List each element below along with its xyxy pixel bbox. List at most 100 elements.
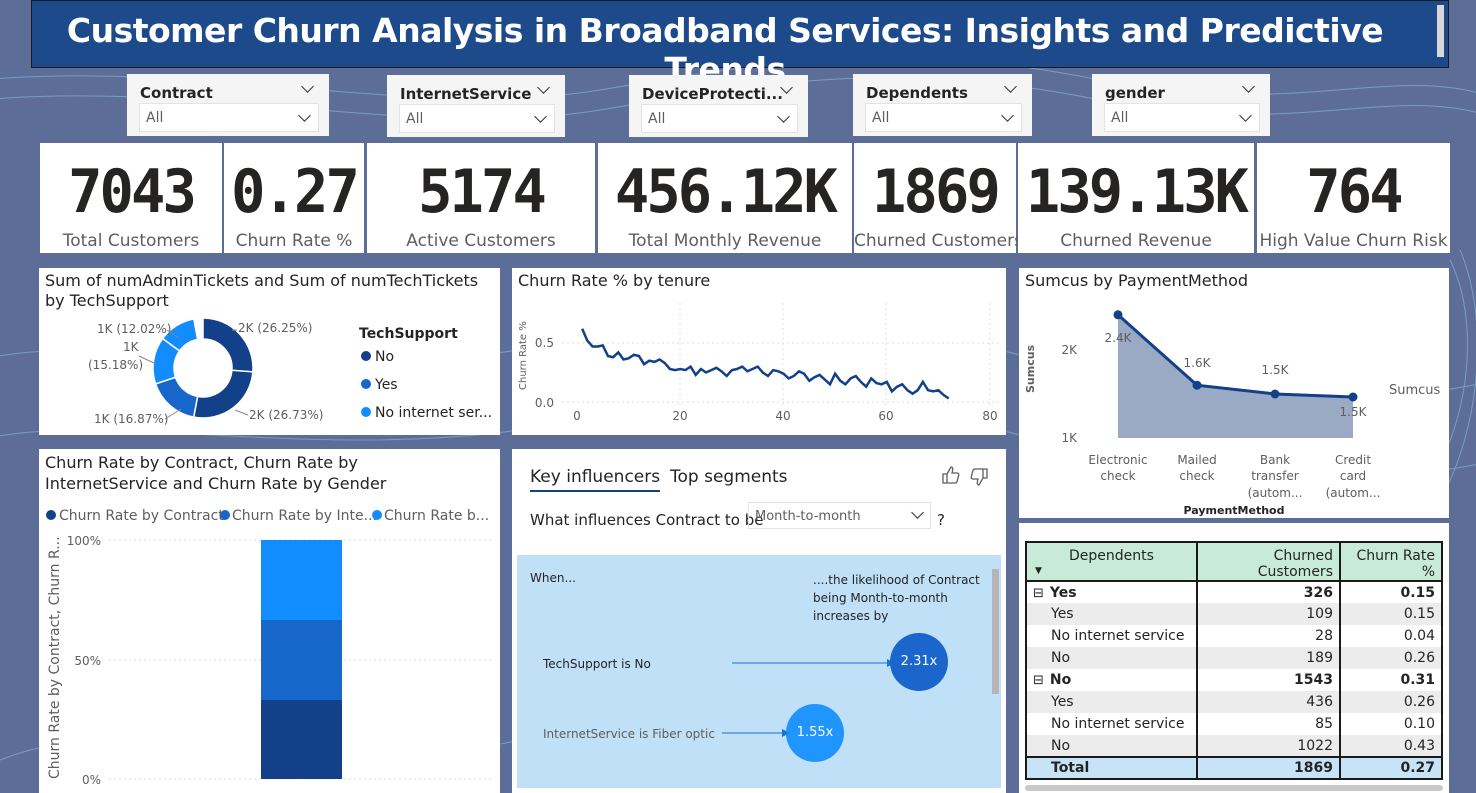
stacked-bar-segment[interactable] [261, 620, 342, 700]
slicer-deviceprotection[interactable]: DeviceProtecti... All [629, 75, 808, 137]
thumbs-up-icon[interactable] [940, 465, 962, 485]
matrix-row[interactable]: Yes 436 0.26 [1025, 691, 1443, 713]
churn-by-tenure-panel[interactable]: Churn Rate % by tenure Churn Rate % 0.5 … [512, 268, 1006, 435]
slicer-dropdown[interactable]: All [1104, 103, 1260, 132]
kpi-value: 0.27 [231, 157, 360, 227]
matrix-row[interactable]: No 189 0.26 [1025, 647, 1443, 669]
donut-legend-item[interactable]: No [375, 349, 394, 365]
influencer-bubble[interactable]: 1.55x [786, 704, 844, 762]
matrix-cell-rate: 0.15 [1340, 581, 1443, 603]
donut-slice[interactable] [161, 317, 199, 352]
payment-x-tick: Mailed [1177, 453, 1216, 467]
matrix-header-churned[interactable]: Churned Customers [1196, 541, 1341, 582]
donut-legend-item[interactable]: Yes [374, 377, 398, 393]
influencer-arrow [722, 729, 790, 737]
stacked-legend-item[interactable]: Churn Rate by Inte... [232, 508, 377, 524]
tab-key-influencers[interactable]: Key influencers [530, 467, 661, 492]
title-scrollbar[interactable] [1437, 5, 1444, 57]
donut-legend-item[interactable]: No internet ser... [375, 405, 492, 421]
dependents-matrix-panel[interactable]: Dependents ▼ Churned Customers Churn Rate… [1019, 523, 1449, 793]
matrix-group-row[interactable]: ⊟ No 1543 0.31 [1025, 669, 1443, 691]
collapse-icon[interactable]: ⊟ [1033, 585, 1044, 601]
stacked-bar-segment[interactable] [261, 540, 342, 620]
matrix-header-rate[interactable]: Churn Rate % [1339, 541, 1443, 582]
chevron-down-icon [777, 110, 790, 123]
kpi-label: Churned Customers [854, 231, 1023, 251]
donut-title-line2: by TechSupport [45, 291, 169, 310]
payment-x-tick: check [1179, 469, 1214, 483]
tab-top-segments[interactable]: Top segments [670, 467, 788, 487]
matrix-cell-rate: 0.26 [1340, 647, 1443, 669]
matrix-total-cell: 0.27 [1339, 756, 1443, 780]
matrix-row[interactable]: No 1022 0.43 [1025, 735, 1443, 757]
payment-x-tick: (autom... [1248, 486, 1303, 500]
matrix-row[interactable]: No internet service 28 0.04 [1025, 625, 1443, 647]
matrix-header-label: Dependents [1069, 548, 1154, 564]
matrix-table: Dependents ▼ Churned Customers Churn Rate… [1025, 541, 1443, 780]
influencer-scrollbar[interactable] [992, 569, 999, 694]
payment-y-tick: 1K [1061, 431, 1078, 445]
kpi-total-customers: 7043 Total Customers [40, 143, 222, 253]
churn-rate-line[interactable] [581, 328, 950, 400]
matrix-row[interactable]: Yes 109 0.15 [1025, 603, 1443, 625]
influencer-target-value: Month-to-month [755, 509, 861, 524]
stacked-legend-item[interactable]: Churn Rate by Contract [59, 508, 224, 524]
donut-label: 1K [123, 340, 140, 354]
stacked-bar-segment[interactable] [261, 700, 342, 779]
influencer-factor-label[interactable]: TechSupport is No [543, 657, 651, 671]
payment-point[interactable] [1192, 380, 1202, 390]
donut-label: 1K (16.87%) [94, 412, 168, 426]
likelihood-label: ....the likelihood of Contract being Mon… [813, 571, 980, 625]
payment-y-axis-label: Sumcus [1024, 344, 1037, 393]
slicer-gender[interactable]: gender All [1092, 74, 1270, 136]
sort-down-icon[interactable]: ▼ [1035, 566, 1042, 576]
matrix-row-label: ⊟ No [1025, 669, 1198, 691]
slicer-dropdown[interactable]: All [641, 104, 798, 133]
kpi-label: Total Monthly Revenue [628, 231, 822, 251]
influencer-arrow [732, 659, 895, 667]
stacked-churn-panel[interactable]: Churn Rate by Contract, Churn Rate by Int… [39, 449, 500, 793]
influencer-factor-label[interactable]: InternetService is Fiber optic [543, 727, 715, 741]
stacked-title: Churn Rate by Contract, Churn Rate by Int… [45, 452, 386, 494]
key-influencers-panel[interactable]: Key influencers Top segments What influe… [512, 449, 1006, 793]
kpi-label: Churn Rate % [235, 231, 353, 251]
slicer-dropdown[interactable]: All [139, 103, 319, 132]
donut-leader [138, 355, 157, 365]
legend-dot [372, 510, 382, 520]
stacked-y-tick: 100% [67, 534, 101, 548]
influencer-target-dropdown[interactable]: Month-to-month [748, 502, 931, 529]
line-x-tick: 80 [982, 409, 997, 423]
thumbs-down-icon[interactable] [968, 467, 990, 487]
payment-point[interactable] [1348, 392, 1358, 402]
matrix-row-text: No [1051, 737, 1071, 754]
payment-line[interactable] [1117, 313, 1354, 399]
payment-method-panel[interactable]: Sumcus by PaymentMethod Sumcus 2K 1K Sum… [1019, 268, 1449, 518]
donut-slice[interactable] [192, 369, 254, 419]
chevron-down-icon[interactable] [537, 81, 550, 94]
chevron-down-icon[interactable] [1004, 80, 1017, 93]
stacked-legend-item[interactable]: Churn Rate b... [384, 508, 489, 524]
payment-x-tick: Electronic [1088, 453, 1147, 467]
chevron-down-icon[interactable] [1242, 80, 1255, 93]
payment-point[interactable] [1270, 389, 1280, 399]
slicer-dependents[interactable]: Dependents All [853, 74, 1032, 136]
matrix-header-dependents[interactable]: Dependents ▼ [1025, 541, 1198, 582]
slicer-dropdown[interactable]: All [865, 103, 1022, 132]
donut-title: Sum of numAdminTickets and Sum of numTec… [45, 271, 478, 311]
line-x-tick: 20 [672, 409, 687, 423]
slicer-dropdown[interactable]: All [399, 104, 555, 133]
influencer-bubble[interactable]: 2.31x [890, 633, 948, 691]
kpi-churn-rate: 0.27 Churn Rate % [224, 143, 364, 253]
chevron-down-icon[interactable] [301, 80, 314, 93]
slicer-label: InternetService [400, 85, 532, 103]
slicer-contract[interactable]: Contract All [127, 74, 329, 136]
payment-point[interactable] [1113, 310, 1123, 320]
matrix-scrollbar[interactable] [1025, 785, 1443, 791]
matrix-group-row[interactable]: ⊟ Yes 326 0.15 [1025, 581, 1443, 603]
slicer-internetservice[interactable]: InternetService All [387, 75, 565, 137]
stacked-title-line1: Churn Rate by Contract, Churn Rate by [45, 453, 358, 472]
matrix-row[interactable]: No internet service 85 0.10 [1025, 713, 1443, 735]
collapse-icon[interactable]: ⊟ [1033, 673, 1044, 688]
donut-chart: 2K (26.25%) 2K (26.73%) 1K (16.87%) 1K (… [88, 317, 492, 426]
donut-chart-panel[interactable]: Sum of numAdminTickets and Sum of numTec… [39, 268, 500, 435]
